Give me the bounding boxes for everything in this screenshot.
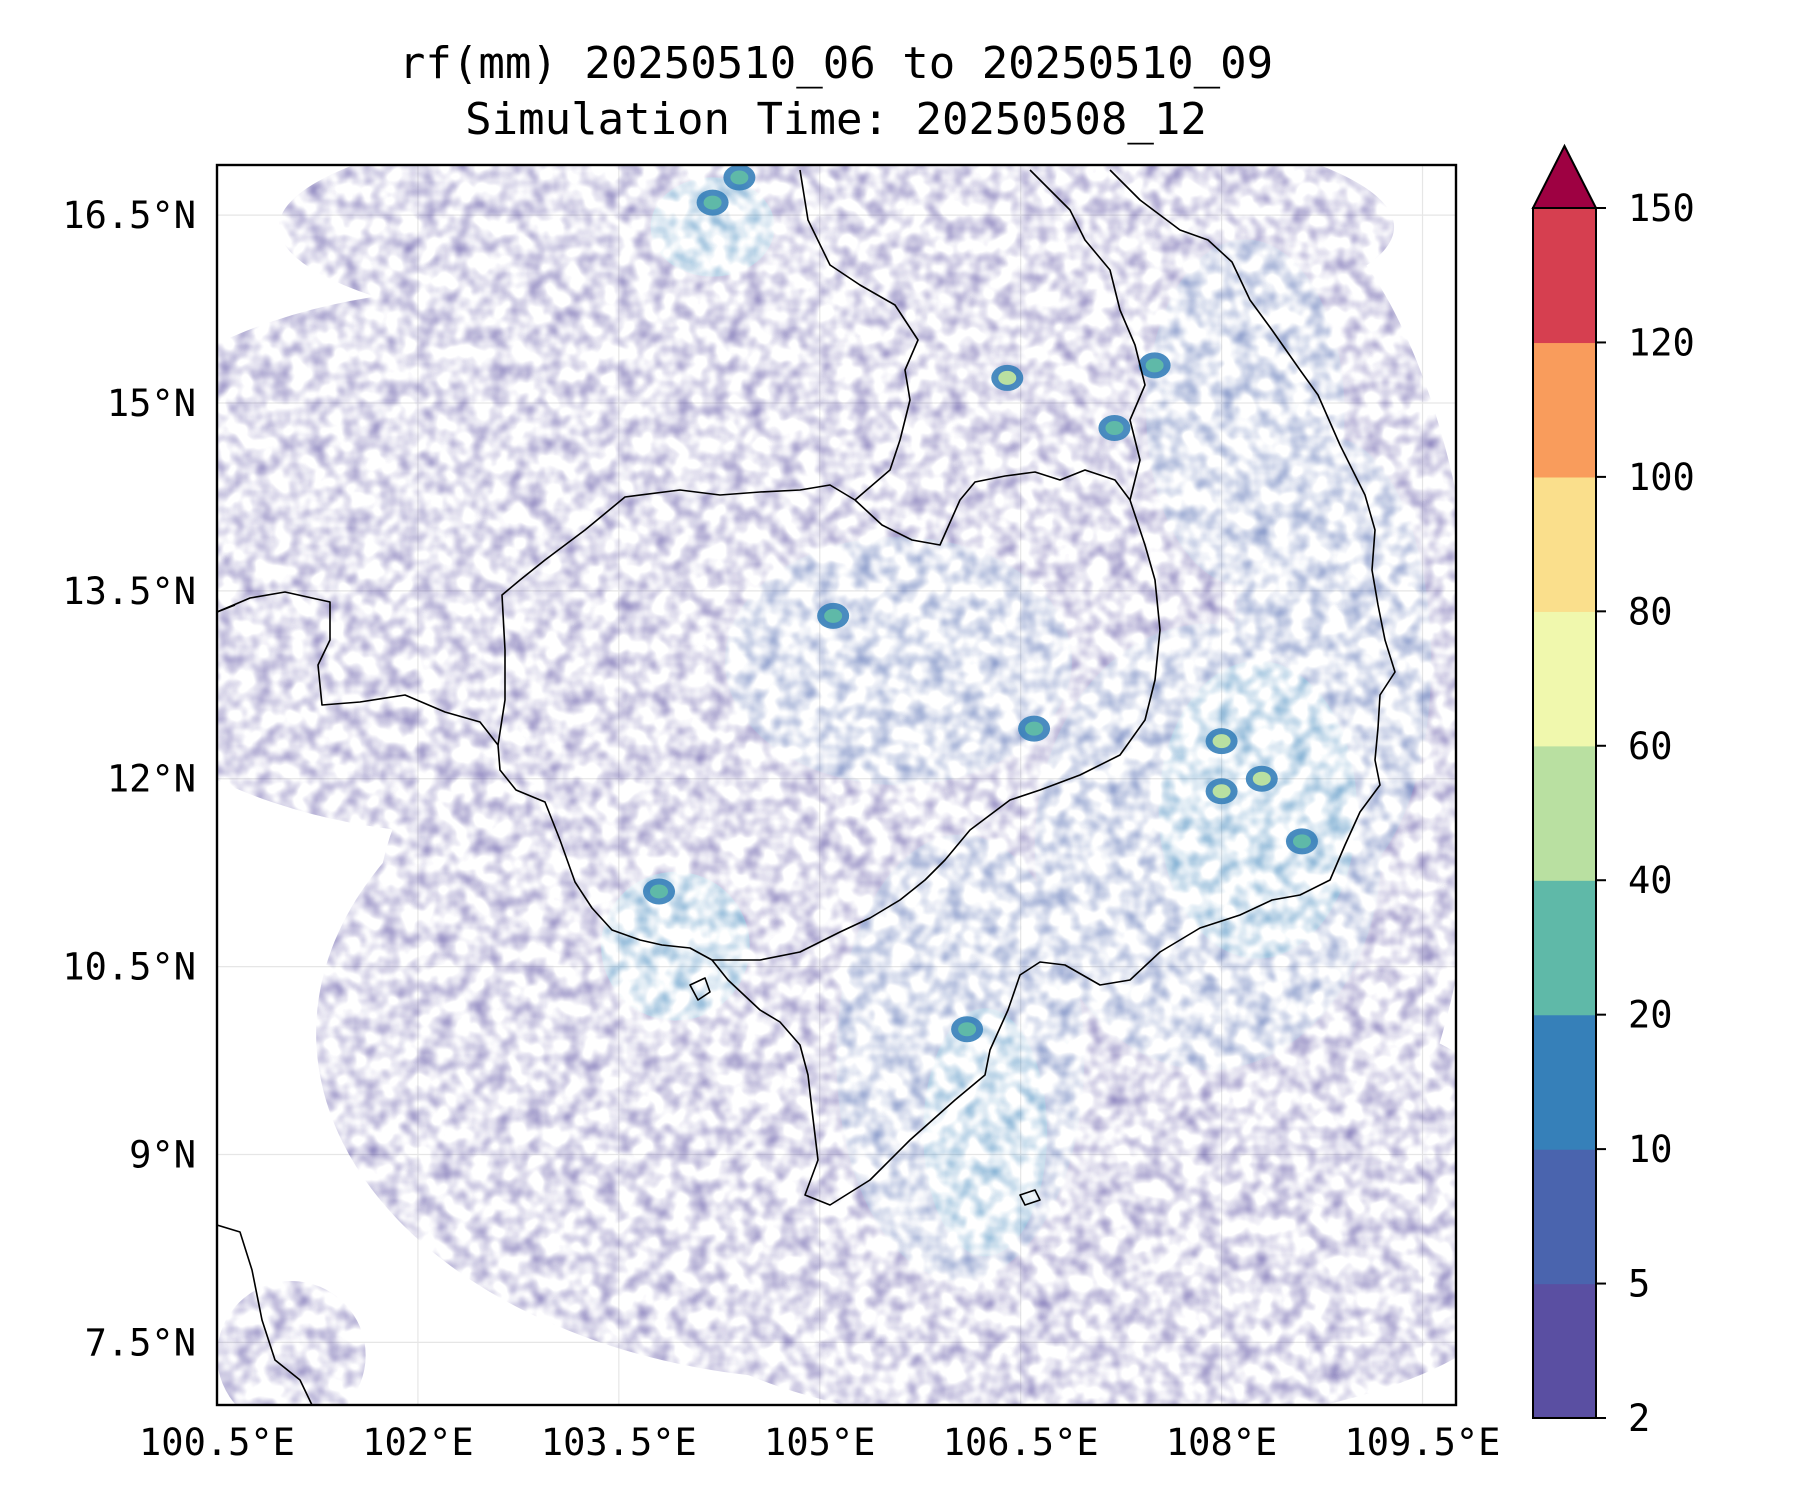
colorbar-segment	[1533, 208, 1596, 344]
rain-maximum	[1292, 834, 1311, 849]
rain-maximum	[1025, 721, 1044, 736]
lat-tick-label: 10.5°N	[62, 946, 196, 989]
border-thailand-myanmar	[217, 604, 236, 613]
malay-peninsula-coast	[217, 1224, 313, 1405]
rain-area	[650, 1132, 1456, 1405]
rain-area	[724, 537, 1072, 785]
rain-maximum	[1212, 784, 1231, 799]
colorbar-tick-label: 10	[1628, 1128, 1673, 1171]
colorbar-ticks: 2 5 10 20 40 60 80 100 120 150	[1596, 187, 1695, 1440]
lat-tick-label: 16.5°N	[62, 194, 196, 237]
map-plot-area	[217, 165, 1456, 1405]
lon-tick-label: 106.5°E	[943, 1421, 1099, 1464]
lon-tick-label: 100.5°E	[139, 1421, 295, 1464]
colorbar-tick-label: 150	[1628, 187, 1695, 230]
lat-tick-label: 7.5°N	[85, 1321, 196, 1364]
rain-maximum	[703, 195, 722, 210]
border-laos-cambodia	[854, 469, 1131, 546]
border-laos-vietnam	[1029, 169, 1146, 501]
colorbar-segment	[1533, 611, 1596, 747]
lat-tick-label: 13.5°N	[62, 570, 196, 613]
rain-maximum	[1105, 421, 1124, 436]
colorbar-segment	[1533, 1149, 1596, 1285]
lon-tick-label: 102°E	[362, 1421, 473, 1464]
phu-quoc-island	[689, 977, 711, 1001]
rain-area	[1158, 661, 1357, 959]
map-frame	[215, 163, 1458, 1407]
colorbar-segment	[1533, 1014, 1596, 1150]
border-thailand-cambodia	[497, 484, 856, 746]
latitude-ticks: 16.5°N 15°N 13.5°N 12°N 10.5°N 9°N 7.5°N	[62, 194, 196, 1364]
longitude-ticks: 100.5°E 102°E 103.5°E 105°E 106.5°E 108°E 109.…	[139, 1421, 1500, 1464]
lat-tick-label: 15°N	[107, 382, 196, 425]
colorbar	[1531, 143, 1598, 1419]
rain-maximum	[650, 884, 669, 899]
colorbar-segment	[1533, 1283, 1596, 1419]
colorbar-segment	[1533, 745, 1596, 881]
rain-area	[1270, 1033, 1456, 1331]
lon-tick-label: 103.5°E	[541, 1421, 697, 1464]
title-line-2: Simulation Time: 20250508_12	[465, 94, 1207, 145]
rain-maximum	[998, 370, 1017, 385]
colorbar-tick-label: 80	[1628, 590, 1673, 633]
rain-maximum	[1212, 734, 1231, 749]
rain-area	[923, 1008, 1048, 1257]
rain-area	[217, 1281, 366, 1405]
rain-maximum	[730, 170, 749, 185]
rain-area	[279, 165, 1394, 351]
lat-tick-label: 12°N	[107, 758, 196, 801]
colorbar-extend-arrow	[1531, 143, 1598, 209]
coastlines-and-borders	[217, 169, 1396, 1405]
rain-maximum	[958, 1022, 977, 1037]
colorbar-tick-label: 120	[1628, 321, 1695, 364]
colorbar-tick-label: 20	[1628, 994, 1673, 1037]
colorbar-segment	[1533, 342, 1596, 478]
rain-maximum	[1252, 771, 1271, 786]
rain-maximum	[1145, 358, 1164, 373]
rain-maximum	[824, 608, 843, 623]
colorbar-tick-label: 60	[1628, 725, 1673, 768]
rainfall-maxima	[643, 165, 1318, 1043]
coastline-gulf-of-thailand	[217, 169, 1396, 1206]
lat-tick-label: 9°N	[129, 1133, 196, 1176]
colorbar-tick-label: 100	[1628, 456, 1695, 499]
lon-tick-label: 109.5°E	[1345, 1421, 1501, 1464]
title-line-1: rf(mm) 20250510_06 to 20250510_09	[399, 38, 1273, 89]
colorbar-tick-label: 5	[1628, 1263, 1650, 1306]
colorbar-frame	[1532, 207, 1597, 1419]
border-thailand-laos	[799, 169, 919, 501]
rain-area	[650, 177, 775, 277]
colorbar-tick-label: 2	[1628, 1397, 1650, 1440]
lon-tick-label: 105°E	[764, 1421, 875, 1464]
rainfall-field	[217, 165, 1456, 1405]
colorbar-tick-label: 40	[1628, 859, 1673, 902]
lon-tick-label: 108°E	[1166, 1421, 1277, 1464]
border-cambodia-vietnam	[712, 499, 1161, 961]
colorbar-segment	[1533, 880, 1596, 1016]
con-dao-island	[1019, 1189, 1041, 1206]
colorbar-segment	[1533, 476, 1596, 612]
